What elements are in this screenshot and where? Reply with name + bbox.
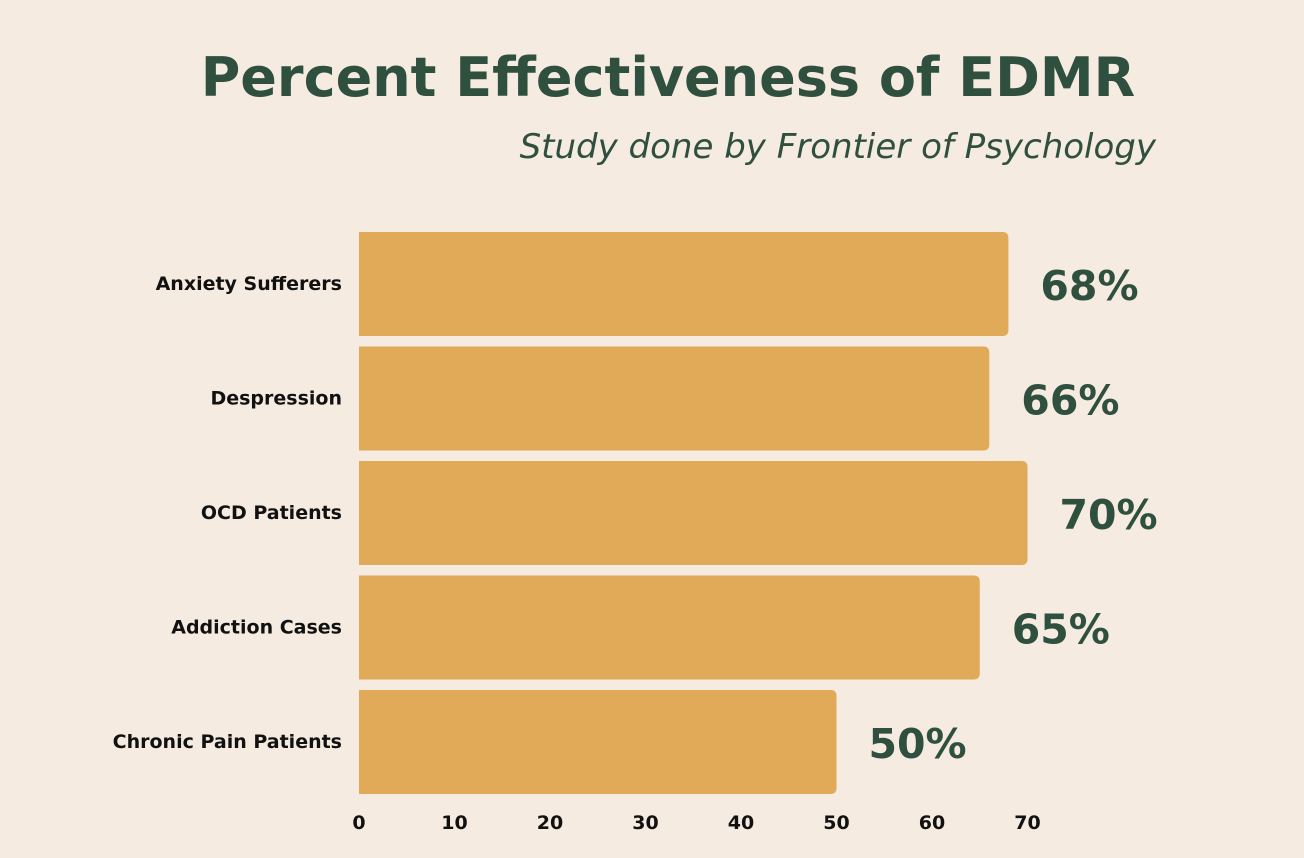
bar-despression: [359, 346, 990, 451]
category-label: Addiction Cases: [171, 617, 342, 639]
category-label: Anxiety Sufferers: [156, 273, 342, 295]
bar-chronic-pain-patients: [359, 690, 837, 794]
value-label: 65%: [1012, 606, 1110, 654]
x-tick-label: 30: [632, 812, 658, 834]
value-label: 68%: [1040, 262, 1138, 310]
x-tick-label: 70: [1014, 812, 1040, 834]
value-label: 70%: [1060, 491, 1158, 539]
x-tick-label: 40: [728, 812, 754, 834]
bar-addiction-cases: [359, 575, 980, 680]
category-label: OCD Patients: [201, 502, 342, 524]
bar-anxiety-sufferers: [359, 232, 1009, 336]
x-tick-label: 20: [537, 812, 563, 834]
chart-title: Percent Effectiveness of EDMR: [200, 46, 1136, 109]
x-tick-label: 50: [823, 812, 849, 834]
category-label: Chronic Pain Patients: [113, 731, 342, 753]
bar-ocd-patients: [359, 461, 1028, 565]
chart-subtitle: Study done by Frontier of Psychology: [519, 127, 1156, 167]
x-tick-label: 10: [441, 812, 467, 834]
x-tick-label: 0: [352, 812, 365, 834]
value-label: 66%: [1021, 377, 1119, 425]
category-label: Despression: [210, 388, 342, 410]
value-label: 50%: [869, 720, 967, 768]
x-tick-label: 60: [919, 812, 945, 834]
